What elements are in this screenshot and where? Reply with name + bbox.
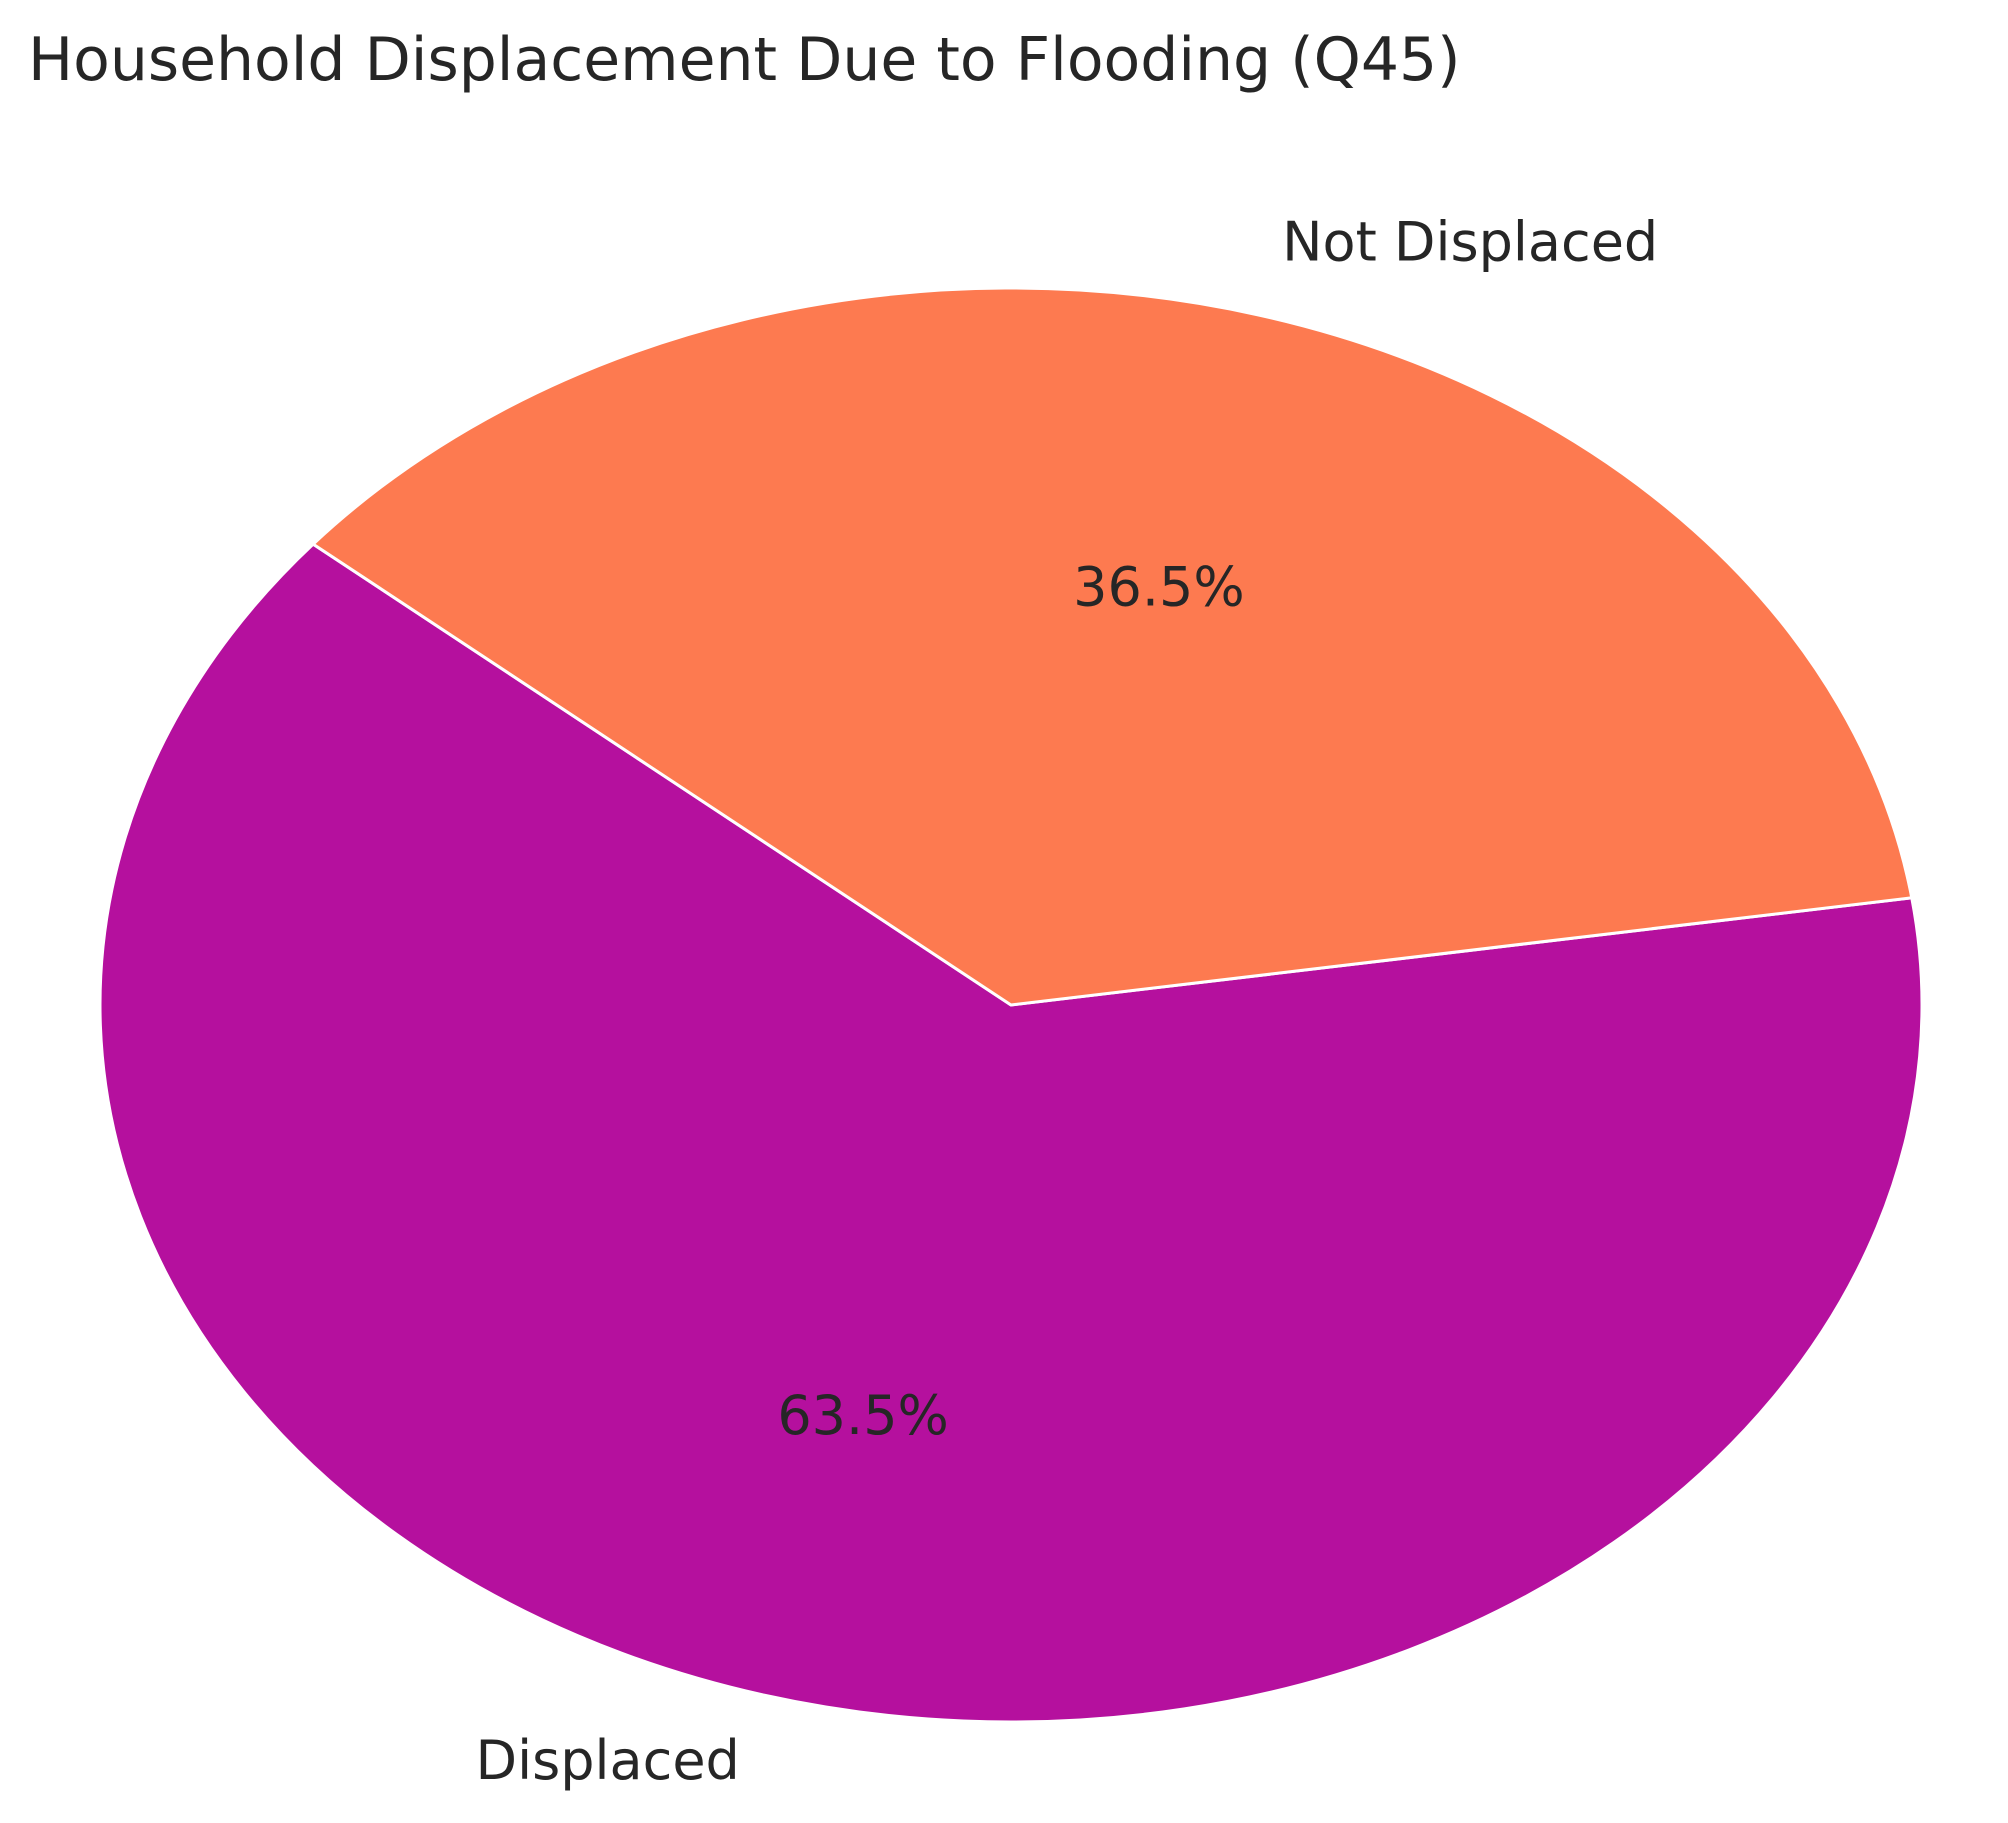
chart-title: Household Displacement Due to Flooding (…: [28, 25, 1461, 95]
pie-slice: [98, 542, 1924, 1724]
pie-slice: [310, 286, 1914, 1007]
slice-label: Not Displaced: [1282, 210, 1658, 273]
value-label: 63.5%: [777, 1384, 949, 1447]
value-label: 36.5%: [1073, 555, 1245, 618]
slice-label: Displaced: [476, 1729, 740, 1792]
